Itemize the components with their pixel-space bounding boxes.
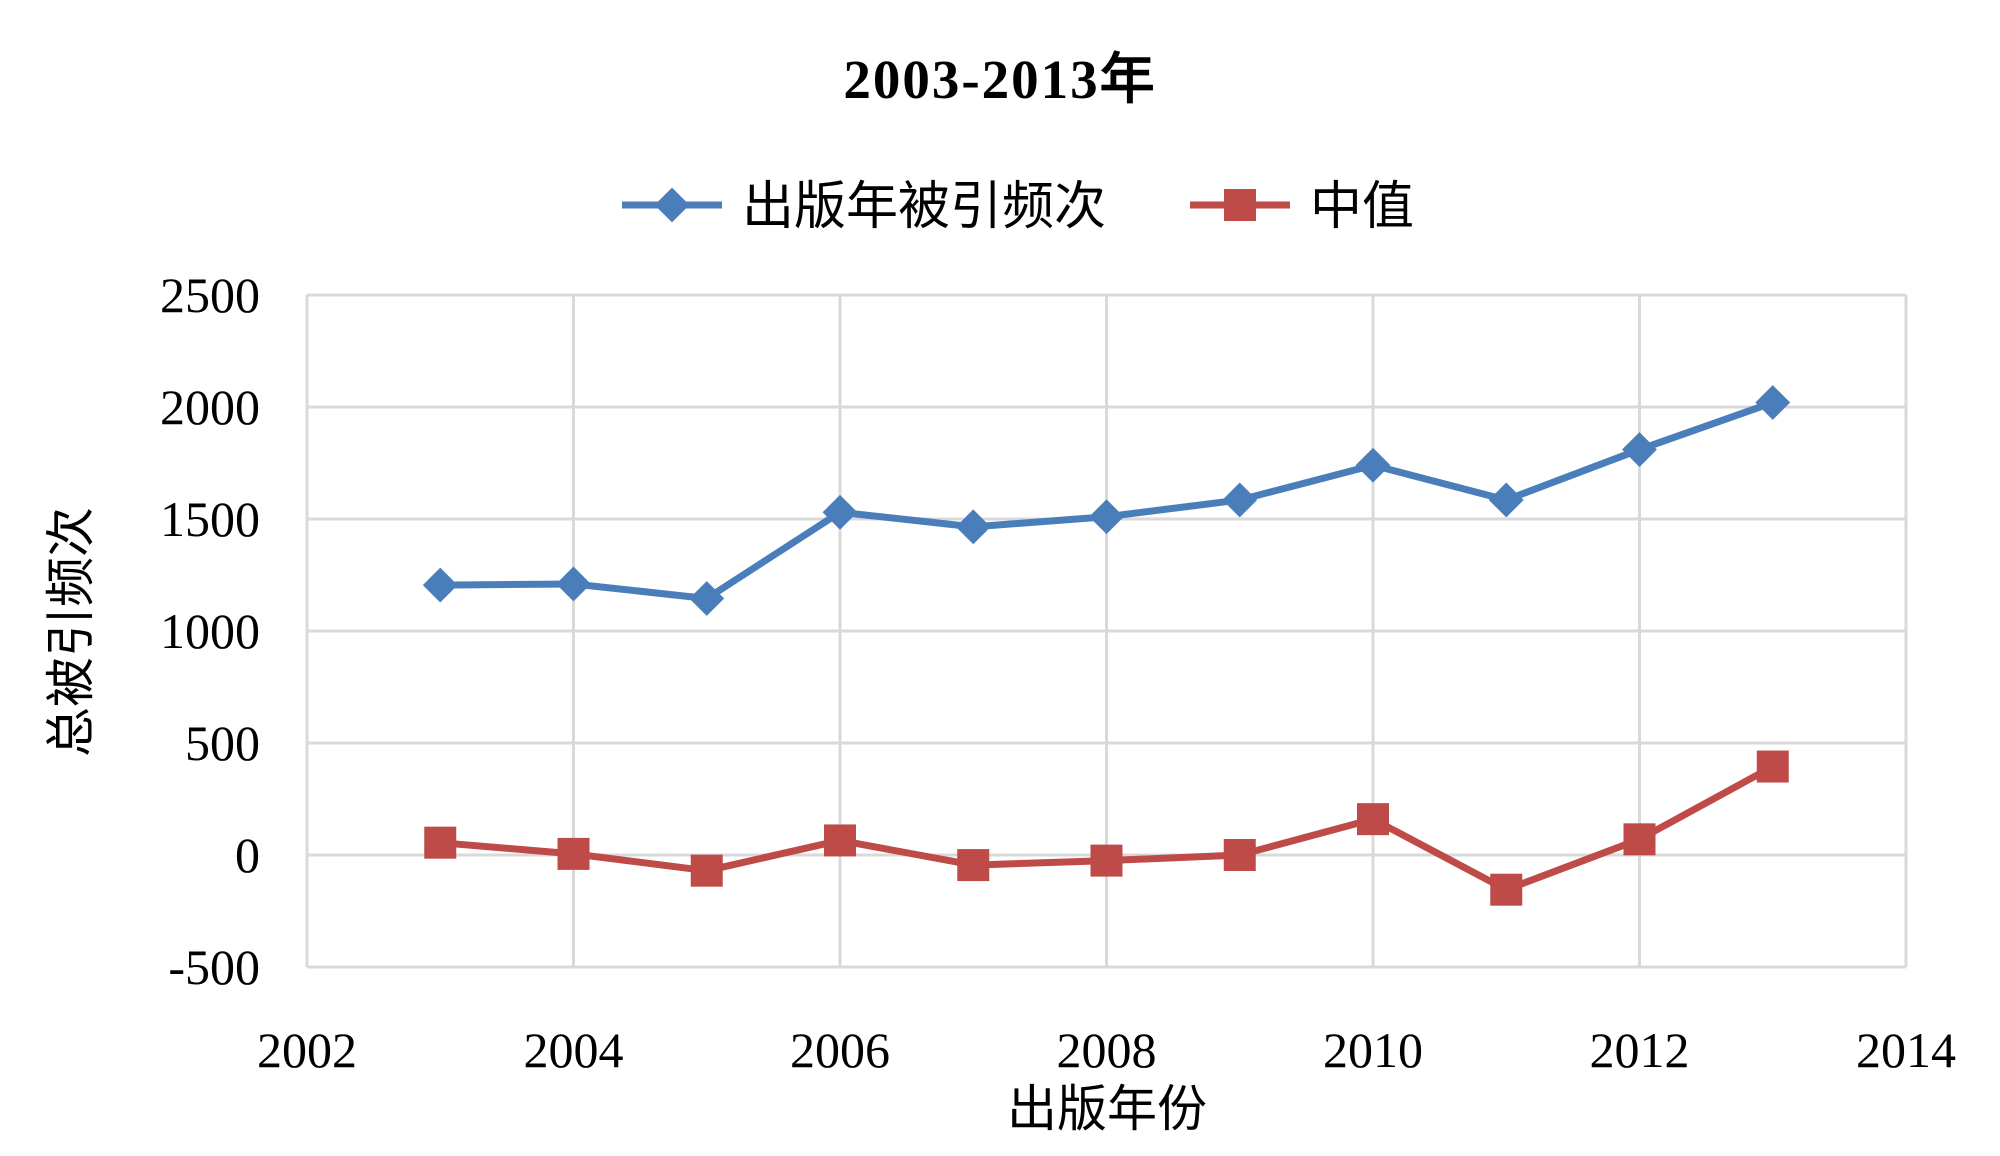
x-tick-label: 2014 [1856, 1022, 1956, 1078]
x-axis-label: 出版年份 [1007, 1080, 1207, 1138]
grid [305, 293, 1908, 969]
legend-label: 中值 [1310, 177, 1414, 237]
data-point [1488, 482, 1524, 518]
data-point [1090, 844, 1123, 877]
data-point [1223, 839, 1256, 871]
data-point [424, 826, 457, 859]
legend-item: 中值 [1190, 177, 1414, 237]
data-point [556, 566, 591, 602]
x-tick-label: 2002 [257, 1022, 357, 1078]
data-point [422, 567, 458, 603]
legend-marker [1224, 189, 1256, 221]
y-tick-label: -500 [168, 939, 260, 995]
data-point [824, 824, 856, 857]
data-point [1355, 447, 1391, 483]
data-point [689, 581, 725, 616]
data-point [1222, 482, 1258, 518]
data-point [822, 494, 858, 530]
data-point [1622, 432, 1657, 467]
x-tick-label: 2008 [1057, 1022, 1157, 1078]
data-point [1490, 873, 1523, 906]
series-1 [422, 385, 1791, 616]
data-point [1755, 385, 1791, 420]
y-axis-label: 总被引频次 [42, 507, 100, 757]
data-point [955, 509, 991, 545]
data-point [1756, 750, 1789, 783]
x-tick-label: 2012 [1590, 1022, 1690, 1078]
data-point [957, 849, 990, 882]
data-point [1089, 499, 1124, 535]
series [422, 385, 1791, 906]
data-point [1357, 803, 1389, 836]
y-axis-ticks: -500 0 500 1000 1500 2000 2500 [160, 267, 260, 995]
data-point [557, 837, 590, 870]
x-tick-label: 2010 [1323, 1022, 1423, 1078]
y-tick-label: 1500 [160, 491, 260, 547]
legend-item: 出版年被引频次 [622, 177, 1106, 237]
y-tick-label: 1000 [160, 603, 260, 659]
data-point [690, 854, 723, 887]
y-tick-label: 500 [185, 715, 260, 771]
y-tick-label: 2500 [160, 267, 260, 323]
x-tick-label: 2004 [524, 1022, 624, 1078]
y-tick-label: 2000 [160, 379, 260, 435]
x-tick-label: 2006 [790, 1022, 890, 1078]
series-2 [424, 750, 1789, 906]
x-axis-ticks: 2002 2004 2006 2008 2010 2012 2014 [257, 1022, 1956, 1078]
legend: 出版年被引频次 中值 [622, 177, 1414, 237]
chart-title: 2003-2013年 [843, 49, 1156, 110]
legend-label: 出版年被引频次 [742, 177, 1106, 237]
data-point [1623, 823, 1656, 856]
y-tick-label: 0 [235, 827, 260, 883]
legend-marker [654, 187, 690, 223]
